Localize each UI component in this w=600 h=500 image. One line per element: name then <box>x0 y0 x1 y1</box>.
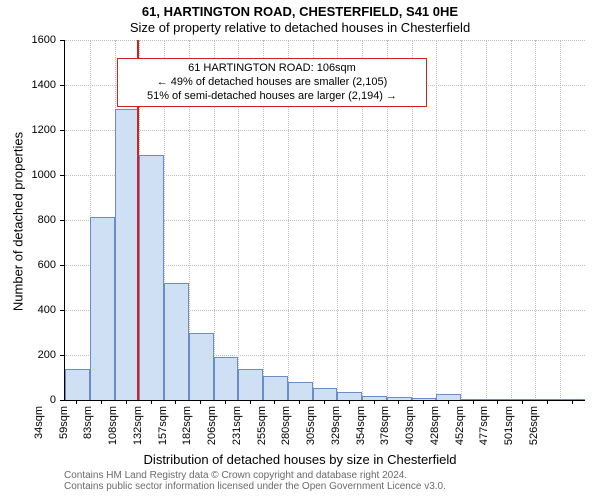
xtick-label: 182sqm <box>181 406 193 454</box>
ytick-label: 1600 <box>24 34 56 46</box>
ytick-mark <box>60 130 64 131</box>
histogram-bar <box>313 388 338 400</box>
xtick-label: 329sqm <box>330 406 342 454</box>
xtick-label: 354sqm <box>355 406 367 454</box>
xtick-mark <box>374 400 375 404</box>
histogram-bar <box>65 369 90 401</box>
histogram-bar <box>436 394 461 400</box>
legend-box: 61 HARTINGTON ROAD: 106sqm ← 49% of deta… <box>117 58 427 107</box>
xtick-label: 452sqm <box>454 406 466 454</box>
x-axis-label: Distribution of detached houses by size … <box>0 452 600 467</box>
ytick-mark <box>60 175 64 176</box>
ytick-label: 0 <box>24 394 56 406</box>
xtick-label: 428sqm <box>429 406 441 454</box>
ytick-mark <box>60 400 64 401</box>
xtick-mark <box>76 400 77 404</box>
xtick-label: 501sqm <box>503 406 515 454</box>
legend-line-3: 51% of semi-detached houses are larger (… <box>124 90 420 104</box>
histogram-bar <box>362 396 387 401</box>
histogram-bar <box>337 392 362 400</box>
histogram-bar <box>139 155 164 400</box>
xtick-label: 231sqm <box>231 406 243 454</box>
xtick-mark <box>398 400 399 404</box>
xtick-label: 206sqm <box>206 406 218 454</box>
xtick-mark <box>497 400 498 404</box>
ytick-label: 1200 <box>24 124 56 136</box>
xtick-mark <box>274 400 275 404</box>
footer-line-2: Contains public sector information licen… <box>64 481 590 492</box>
xtick-mark <box>349 400 350 404</box>
xtick-label: 83sqm <box>82 406 94 454</box>
xtick-mark <box>200 400 201 404</box>
xtick-label: 59sqm <box>58 406 70 454</box>
histogram-bar <box>263 376 288 400</box>
xtick-label: 280sqm <box>280 406 292 454</box>
xtick-mark <box>423 400 424 404</box>
ytick-label: 200 <box>24 349 56 361</box>
histogram-bar <box>115 109 140 400</box>
histogram-bar <box>461 399 486 400</box>
xtick-label: 526sqm <box>528 406 540 454</box>
histogram-bar <box>189 333 214 401</box>
xtick-label: 255sqm <box>256 406 268 454</box>
xtick-mark <box>473 400 474 404</box>
footer-line-1: Contains HM Land Registry data © Crown c… <box>64 470 590 481</box>
histogram-bar <box>560 399 585 400</box>
xtick-label: 34sqm <box>33 406 45 454</box>
xtick-label: 305sqm <box>305 406 317 454</box>
ytick-mark <box>60 85 64 86</box>
ytick-label: 1000 <box>24 169 56 181</box>
legend-line-2: ← 49% of detached houses are smaller (2,… <box>124 76 420 90</box>
gridline-v <box>560 40 561 400</box>
xtick-mark <box>324 400 325 404</box>
plot-area: 61 HARTINGTON ROAD: 106sqm ← 49% of deta… <box>64 40 585 401</box>
xtick-mark <box>250 400 251 404</box>
xtick-label: 403sqm <box>404 406 416 454</box>
gridline-h <box>65 40 585 41</box>
xtick-label: 157sqm <box>157 406 169 454</box>
xtick-mark <box>572 400 573 404</box>
ytick-label: 600 <box>24 259 56 271</box>
gridline-h <box>65 130 585 131</box>
xtick-label: 108sqm <box>107 406 119 454</box>
xtick-mark <box>175 400 176 404</box>
footer-credits: Contains HM Land Registry data © Crown c… <box>64 470 590 492</box>
xtick-mark <box>448 400 449 404</box>
gridline-v <box>436 40 437 400</box>
ytick-label: 400 <box>24 304 56 316</box>
histogram-bar <box>164 283 189 400</box>
gridline-v <box>486 40 487 400</box>
gridline-v <box>511 40 512 400</box>
ytick-mark <box>60 265 64 266</box>
histogram-bar <box>90 217 115 400</box>
histogram-bar <box>214 357 239 400</box>
histogram-bar <box>238 369 263 401</box>
xtick-mark <box>299 400 300 404</box>
xtick-mark <box>225 400 226 404</box>
xtick-mark <box>547 400 548 404</box>
ytick-mark <box>60 355 64 356</box>
ytick-mark <box>60 220 64 221</box>
gridline-v <box>461 40 462 400</box>
ytick-mark <box>60 40 64 41</box>
ytick-label: 800 <box>24 214 56 226</box>
figure-title: 61, HARTINGTON ROAD, CHESTERFIELD, S41 0… <box>0 4 600 19</box>
xtick-mark <box>126 400 127 404</box>
xtick-label: 132sqm <box>132 406 144 454</box>
xtick-label: 378sqm <box>379 406 391 454</box>
figure-subtitle: Size of property relative to detached ho… <box>0 20 600 35</box>
xtick-mark <box>101 400 102 404</box>
gridline-v <box>535 40 536 400</box>
ytick-label: 1400 <box>24 79 56 91</box>
histogram-bar <box>288 382 313 400</box>
chart-figure: 61, HARTINGTON ROAD, CHESTERFIELD, S41 0… <box>0 0 600 500</box>
histogram-bar <box>535 399 560 400</box>
xtick-mark <box>522 400 523 404</box>
legend-line-1: 61 HARTINGTON ROAD: 106sqm <box>124 62 420 76</box>
xtick-label: 477sqm <box>478 406 490 454</box>
ytick-mark <box>60 310 64 311</box>
xtick-mark <box>151 400 152 404</box>
